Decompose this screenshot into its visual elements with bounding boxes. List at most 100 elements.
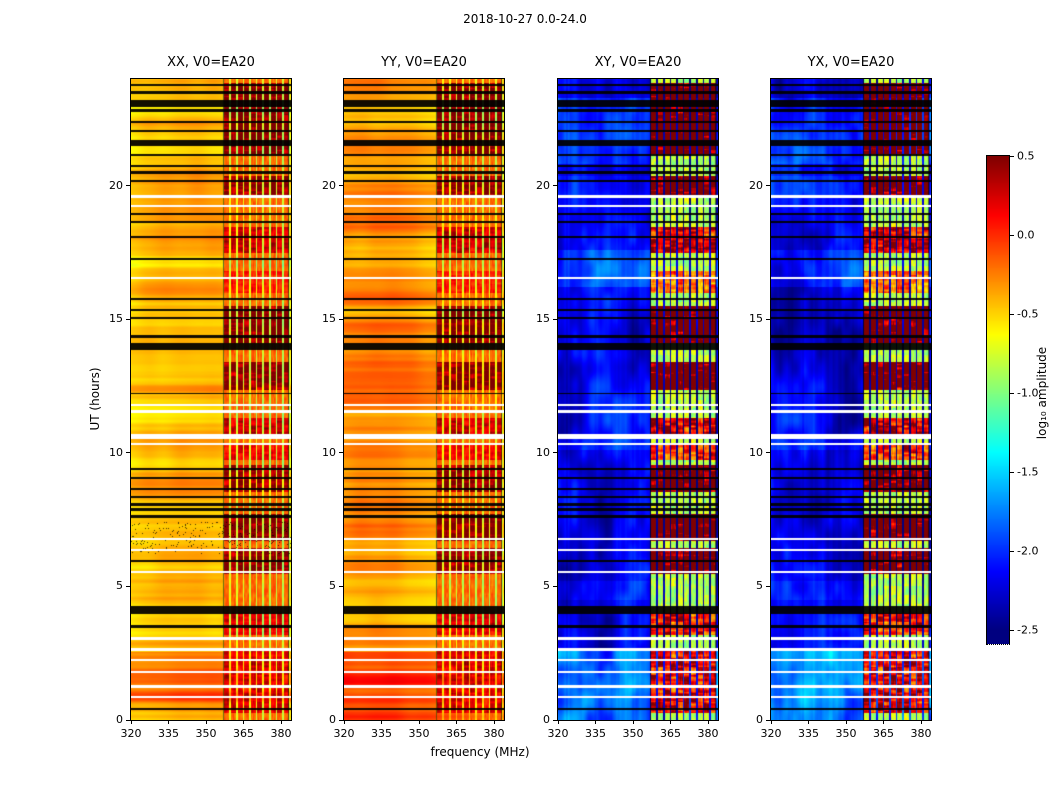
- y-tick-label: 5: [756, 579, 763, 593]
- y-tick-mark: [339, 318, 343, 320]
- x-tick-label: 335: [158, 727, 179, 740]
- spectrogram-yy-canvas: [343, 78, 505, 721]
- spectrogram-yx-canvas: [770, 78, 932, 721]
- x-tick-label: 365: [446, 727, 467, 740]
- y-axis-label: UT (hours): [88, 367, 102, 431]
- x-tick-mark: [456, 720, 457, 724]
- x-tick-mark: [243, 720, 244, 724]
- y-tick-mark: [766, 185, 770, 187]
- y-tick-mark: [766, 452, 770, 454]
- colorbar-tick-mark: [1010, 155, 1014, 157]
- figure-title: 2018-10-27 0.0-24.0: [463, 12, 587, 26]
- y-tick-label: 10: [322, 445, 336, 459]
- x-tick-label: 365: [660, 727, 681, 740]
- y-tick-label: 0: [116, 712, 123, 726]
- x-tick-label: 335: [371, 727, 392, 740]
- x-tick-mark: [670, 720, 671, 724]
- x-tick-label: 320: [760, 727, 782, 740]
- x-tick-label: 350: [835, 727, 857, 740]
- y-tick-label: 20: [322, 178, 336, 192]
- y-tick-label: 15: [322, 312, 336, 326]
- x-tick-mark: [205, 720, 207, 724]
- x-tick-mark: [280, 720, 282, 724]
- x-tick-mark: [343, 720, 345, 724]
- colorbar-tick-mark: [1010, 234, 1014, 236]
- y-tick-mark: [126, 318, 130, 320]
- x-tick-mark: [381, 720, 382, 724]
- spectrogram-xx-canvas: [130, 78, 292, 721]
- x-tick-mark: [418, 720, 420, 724]
- x-tick-mark: [493, 720, 495, 724]
- y-tick-mark: [339, 585, 343, 587]
- x-tick-label: 380: [270, 727, 292, 740]
- x-tick-label: 380: [910, 727, 932, 740]
- colorbar-tick-label: -2.0: [1017, 544, 1039, 558]
- y-tick-mark: [126, 185, 130, 187]
- y-tick-mark: [553, 185, 557, 187]
- x-tick-label: 350: [408, 727, 430, 740]
- y-tick-label: 10: [109, 445, 123, 459]
- x-tick-label: 365: [873, 727, 894, 740]
- y-tick-label: 10: [749, 445, 763, 459]
- colorbar-tick-label: -1.5: [1017, 465, 1039, 479]
- x-tick-label: 365: [233, 727, 254, 740]
- x-tick-mark: [707, 720, 709, 724]
- y-tick-label: 5: [543, 579, 550, 593]
- x-tick-label: 380: [483, 727, 505, 740]
- colorbar-tick-label: 0.0: [1017, 228, 1035, 242]
- x-tick-mark: [168, 720, 169, 724]
- colorbar: [986, 155, 1010, 645]
- colorbar-tick-mark: [1010, 629, 1014, 631]
- x-tick-label: 320: [333, 727, 355, 740]
- x-tick-mark: [130, 720, 132, 724]
- panel-title-yx: YX, V0=EA20: [807, 55, 895, 70]
- y-tick-label: 0: [543, 712, 550, 726]
- y-tick-label: 20: [749, 178, 763, 192]
- x-tick-mark: [595, 720, 596, 724]
- y-tick-mark: [766, 318, 770, 320]
- y-tick-label: 15: [109, 312, 123, 326]
- x-tick-label: 335: [585, 727, 606, 740]
- panel-title-yy: YY, V0=EA20: [381, 55, 467, 70]
- x-tick-label: 320: [547, 727, 569, 740]
- x-tick-mark: [557, 720, 559, 724]
- y-tick-label: 0: [329, 712, 336, 726]
- x-tick-mark: [845, 720, 847, 724]
- y-tick-mark: [553, 585, 557, 587]
- colorbar-tick-label: -0.5: [1017, 307, 1039, 321]
- panel-title-xx: XX, V0=EA20: [167, 55, 255, 70]
- y-tick-label: 15: [536, 312, 550, 326]
- y-tick-mark: [339, 185, 343, 187]
- y-tick-label: 20: [536, 178, 550, 192]
- colorbar-tick-mark: [1010, 550, 1014, 552]
- spectrogram-xy-canvas: [557, 78, 719, 721]
- y-tick-mark: [553, 318, 557, 320]
- y-tick-mark: [339, 719, 343, 721]
- colorbar-tick-label: -1.0: [1017, 386, 1039, 400]
- x-tick-mark: [883, 720, 884, 724]
- y-tick-label: 15: [749, 312, 763, 326]
- y-tick-mark: [766, 585, 770, 587]
- y-tick-mark: [126, 719, 130, 721]
- colorbar-tick-mark: [1010, 471, 1014, 473]
- y-tick-mark: [339, 452, 343, 454]
- y-tick-label: 20: [109, 178, 123, 192]
- y-tick-mark: [126, 585, 130, 587]
- y-tick-mark: [766, 719, 770, 721]
- colorbar-tick-label: 0.5: [1017, 149, 1035, 163]
- x-tick-label: 380: [697, 727, 719, 740]
- x-tick-mark: [808, 720, 809, 724]
- x-tick-label: 320: [120, 727, 142, 740]
- colorbar-tick-label: -2.5: [1017, 623, 1039, 637]
- colorbar-tick-mark: [1010, 313, 1014, 315]
- x-tick-label: 335: [798, 727, 819, 740]
- y-tick-label: 5: [329, 579, 336, 593]
- y-tick-mark: [553, 452, 557, 454]
- panel-title-xy: XY, V0=EA20: [594, 55, 682, 70]
- y-tick-label: 0: [756, 712, 763, 726]
- x-tick-mark: [920, 720, 922, 724]
- x-tick-mark: [770, 720, 772, 724]
- colorbar-gradient: [987, 156, 1009, 644]
- y-tick-label: 5: [116, 579, 123, 593]
